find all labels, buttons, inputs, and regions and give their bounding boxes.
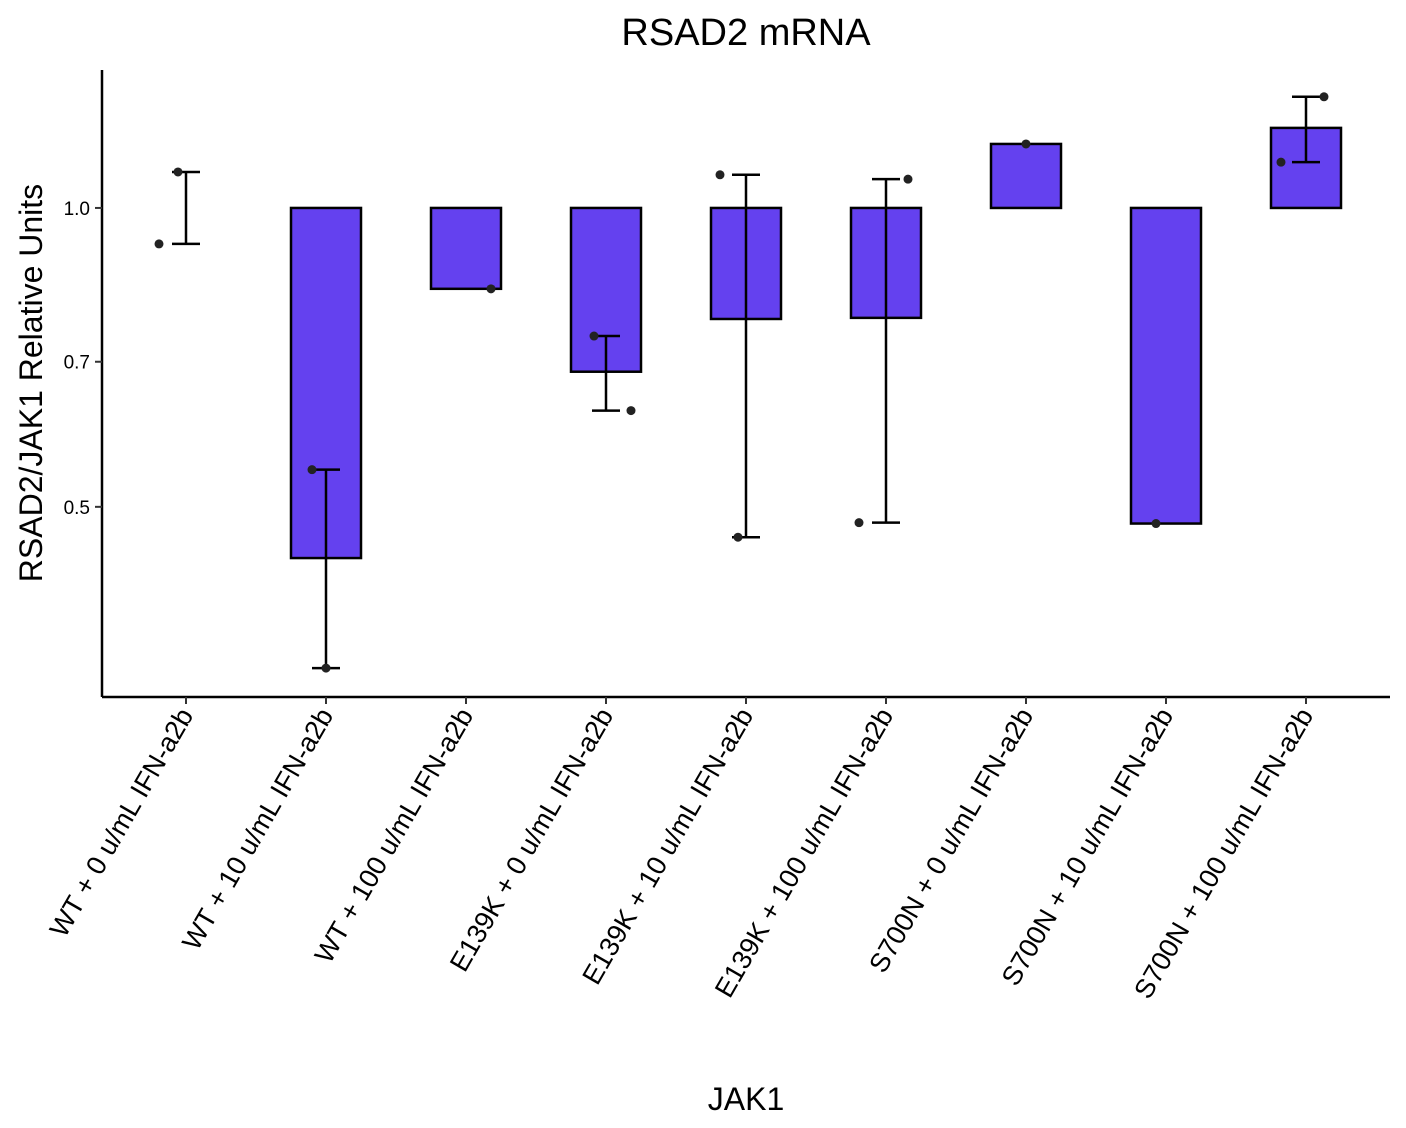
x-axis-label: JAK1 [708, 1081, 784, 1117]
data-point [589, 331, 599, 341]
data-point [903, 174, 913, 184]
data-point [1151, 519, 1161, 529]
data-point [307, 465, 317, 475]
bar [989, 142, 1063, 210]
bar [429, 206, 503, 291]
x-tick-label: WT + 10 u/mL IFN-a2b [176, 703, 339, 955]
x-tick-label: S700N + 0 u/mL IFN-a2b [863, 703, 1039, 978]
data-point [154, 239, 164, 249]
chart-title: RSAD2 mRNA [621, 12, 871, 54]
data-point [321, 663, 331, 673]
data-point [1276, 157, 1286, 167]
bar [1129, 206, 1203, 525]
data-point [854, 518, 864, 528]
x-tick-label: WT + 100 u/mL IFN-a2b [309, 703, 479, 968]
x-tick-label: WT + 0 u/mL IFN-a2b [44, 703, 199, 942]
data-point [626, 406, 636, 416]
data-point [486, 284, 496, 294]
x-tick-label: E139K + 0 u/mL IFN-a2b [444, 703, 619, 976]
y-axis-label: RSAD2/JAK1 Relative Units [13, 184, 49, 582]
y-tick-label: 0.5 [64, 498, 90, 519]
data-point [1319, 92, 1329, 102]
data-point [733, 532, 743, 542]
y-tick-label: 0.7 [64, 353, 90, 374]
data-point [1021, 139, 1031, 149]
y-tick-label: 1.0 [64, 199, 90, 220]
data-point [715, 170, 725, 180]
data-point [173, 167, 183, 177]
